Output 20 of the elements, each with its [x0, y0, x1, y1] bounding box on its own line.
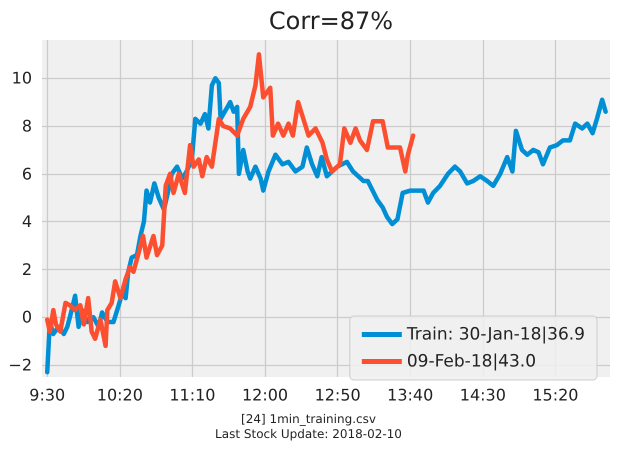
legend-label: 09-Feb-18|43.0 — [406, 352, 536, 372]
x-tick-label: 15:20 — [532, 386, 578, 404]
y-tick-label: 2 — [22, 260, 32, 279]
y-tick-label: 4 — [22, 212, 32, 232]
y-tick-label: 8 — [22, 116, 32, 136]
x-tick-label: 12:50 — [314, 386, 361, 404]
x-tick-label: 14:30 — [460, 386, 506, 404]
y-tick-label: 6 — [22, 164, 32, 184]
y-tick-label: 10 — [12, 68, 32, 88]
x-tick-label: 13:40 — [387, 386, 434, 404]
y-tick-label: −2 — [8, 356, 32, 375]
legend-label: Train: 30-Jan-18|36.9 — [406, 324, 586, 344]
chart-title: Corr=87% — [268, 7, 394, 35]
x-tick-label: 10:20 — [96, 386, 143, 404]
x-tick-label: 9:30 — [29, 386, 66, 404]
text: Last Stock Update: 2018-02-10 — [215, 427, 402, 441]
x-tick-label: 11:10 — [169, 386, 216, 404]
x-tick-label: 12:00 — [242, 386, 288, 404]
text: [24] 1min_training.csv — [241, 412, 376, 426]
y-tick-label: 0 — [22, 308, 32, 327]
